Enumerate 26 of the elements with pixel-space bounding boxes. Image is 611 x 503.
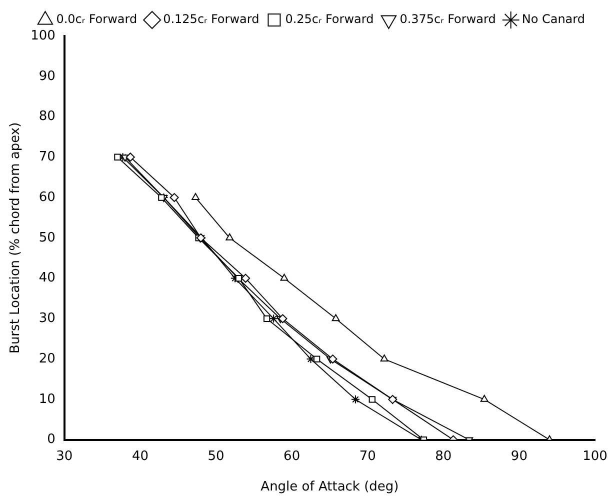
y-tick-label: 20 (38, 351, 56, 366)
y-tick-label: 90 (38, 68, 56, 84)
y-tick-label: 80 (38, 109, 56, 124)
x-tick-label: 60 (284, 448, 300, 464)
y-tick-label: 60 (38, 190, 56, 205)
y-tick-label: 70 (38, 150, 56, 165)
legend-label: 0.375cᵣ Forward (400, 12, 496, 26)
x-tick-label: 70 (359, 448, 376, 464)
y-tick-label: 50 (38, 230, 56, 246)
x-tick-label: 90 (510, 448, 528, 464)
x-tick-label: 30 (56, 448, 73, 464)
y-tick-label: 100 (30, 28, 56, 44)
y-axis-title: Burst Location (% chord from apex) (8, 122, 24, 354)
legend-label: 0.125cᵣ Forward (163, 12, 260, 26)
x-tick-label: 100 (582, 448, 608, 464)
y-tick-label: 30 (38, 311, 56, 326)
y-tick-label: 10 (38, 392, 56, 407)
legend-label: No Canard (522, 12, 586, 26)
x-axis-title: Angle of Attack (deg) (260, 480, 399, 495)
x-tick-label: 80 (435, 448, 452, 464)
x-tick-label: 50 (208, 448, 224, 464)
x-tick-label: 40 (132, 448, 148, 464)
legend-label: 0.25cᵣ Forward (285, 12, 374, 26)
y-tick-label: 40 (38, 270, 56, 286)
legend-label: 0.0cᵣ Forward (56, 12, 138, 26)
y-tick-label: 0 (47, 432, 56, 448)
